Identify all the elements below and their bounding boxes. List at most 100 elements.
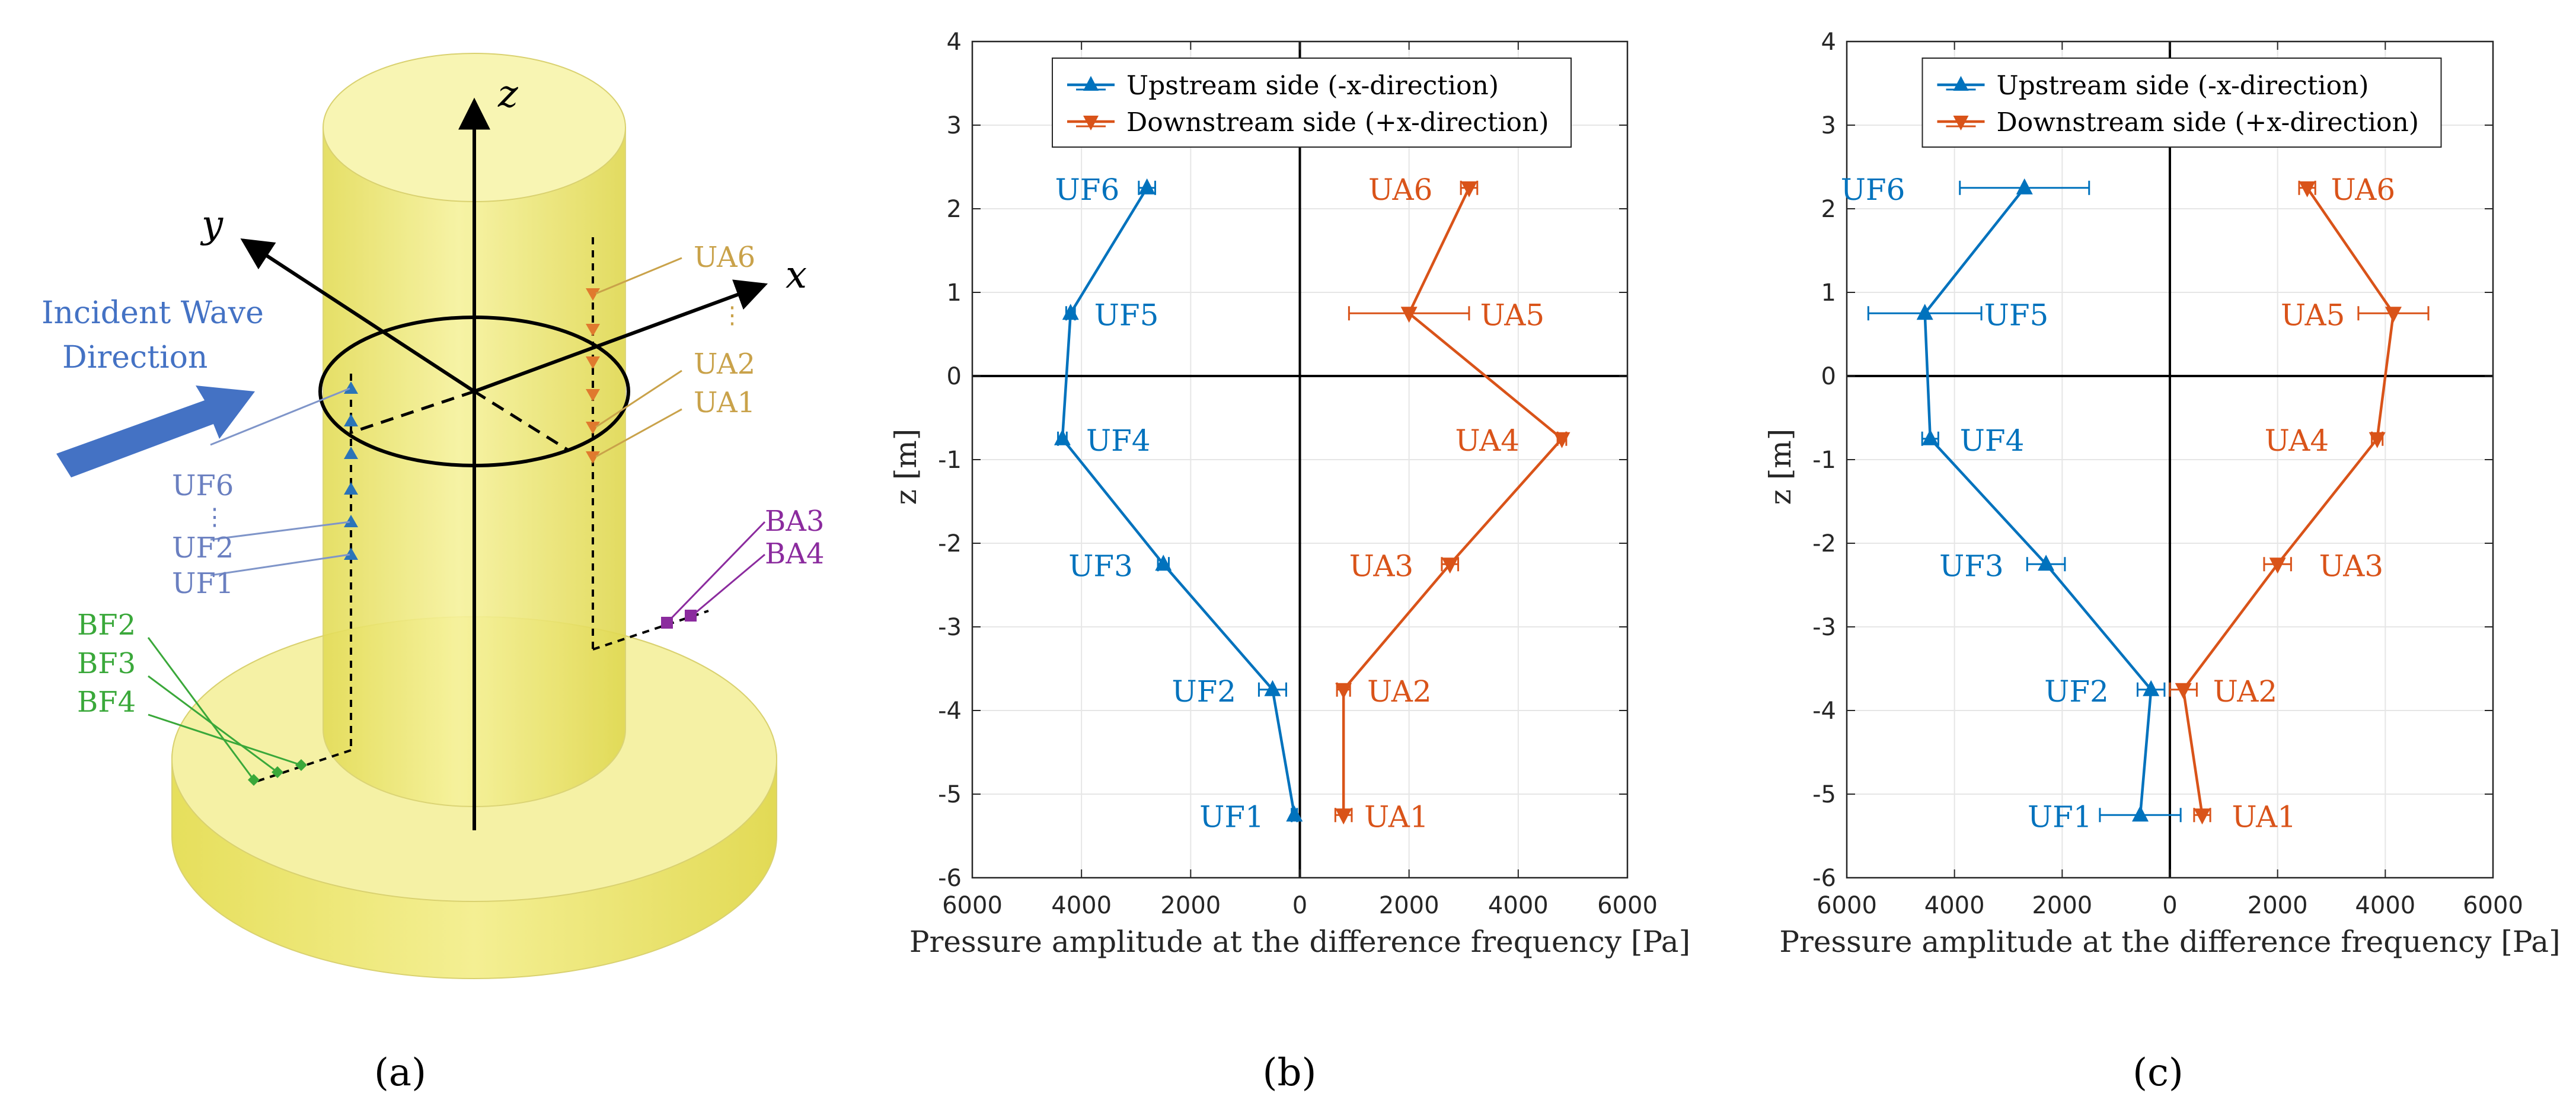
y-tick-label: 1 [1821, 279, 1836, 307]
data-label: UF5 [1094, 298, 1159, 332]
upstream-base-line [251, 749, 352, 784]
data-label: UF4 [1960, 423, 2025, 458]
x-tick-label: 6000 [2463, 892, 2523, 919]
upstream-sensor-marker [344, 414, 358, 426]
x-tick-label: 2000 [2248, 892, 2308, 919]
data-label: UF3 [1068, 549, 1133, 583]
data-label: UA5 [1480, 298, 1545, 332]
data-point [1335, 683, 1352, 699]
data-label: UF2 [1172, 674, 1236, 709]
legend-swatch-marker [1083, 116, 1099, 130]
y-tick-label: 4 [1821, 28, 1836, 56]
x-tick-label: 4000 [1924, 892, 1985, 919]
downstream-sensor-marker [586, 324, 600, 336]
downstream-sensor-marker [586, 451, 600, 464]
data-label: UF6 [1841, 173, 1905, 207]
x-tick-label: 2000 [1379, 892, 1439, 919]
x-tick-label: 4000 [1051, 892, 1112, 919]
data-point [2132, 805, 2149, 822]
y-tick-label: 4 [947, 28, 962, 56]
x-tick-label: 0 [1292, 892, 1307, 919]
data-point [2385, 307, 2402, 323]
series-line [2182, 187, 2395, 815]
bottom-front-sensors [248, 759, 307, 786]
upstream-sensor-marker [344, 381, 358, 394]
y-tick-label: 2 [947, 196, 962, 223]
series-line [1923, 187, 2153, 815]
legend-entry: Upstream side (-x-direction) [1126, 71, 1499, 101]
y-tick-label: -6 [1812, 865, 1836, 892]
data-point [2016, 178, 2033, 195]
data-label: UA4 [2265, 423, 2329, 458]
data-point [2175, 683, 2192, 699]
incident-wave-arrow [56, 385, 255, 477]
y-tick-label: 3 [947, 112, 962, 139]
x-tick-label: 2000 [2032, 892, 2092, 919]
uf6-label: UF6 [172, 469, 234, 502]
data-label: UF6 [1055, 173, 1120, 207]
wave-label-line1: Incident Wave [42, 295, 264, 331]
data-label: UA3 [1349, 549, 1414, 583]
upstream-sensor-marker [344, 447, 358, 459]
series-line [1061, 187, 1296, 815]
y-tick-label: 0 [947, 363, 962, 390]
dashed-radius-right [473, 390, 570, 453]
y-tick-label: -1 [1812, 447, 1836, 474]
ua-ellipsis: ⋮ [720, 302, 744, 329]
data-point [2368, 432, 2386, 448]
y-tick-label: -5 [1812, 781, 1836, 808]
data-label: UF5 [1984, 298, 2049, 332]
data-label: UA6 [1368, 173, 1433, 207]
upstream-sensor-marker [344, 515, 358, 527]
panel-c-caption: (c) [2133, 1051, 2184, 1095]
panel-a-caption: (a) [374, 1051, 426, 1095]
data-label: UA2 [2213, 674, 2278, 709]
data-point [1553, 432, 1571, 448]
data-point [1335, 808, 1352, 825]
data-point [1286, 805, 1303, 822]
data-label: UF3 [1939, 549, 2004, 583]
x-tick-label: 6000 [942, 892, 1003, 919]
data-point [2143, 680, 2160, 696]
data-point [1054, 429, 1071, 445]
panel-c-chart: 6000 4000 2000 0 2000 4000 6000-6-5-4-3-2-1012… [1763, 28, 2561, 959]
x-tick-label: 4000 [2355, 892, 2415, 919]
data-label: UF1 [2028, 799, 2092, 834]
legend-entry: Downstream side (+x-direction) [1997, 107, 2419, 138]
downstream-sensor-marker [586, 288, 600, 301]
downstream-sensor-marker [586, 422, 600, 434]
ua2-label: UA2 [694, 348, 755, 381]
y-tick-label: -5 [938, 781, 962, 808]
x-tick-label: 6000 [1817, 892, 1877, 919]
x-tick-label: 6000 [1597, 892, 1658, 919]
data-point [1264, 680, 1281, 696]
y-tick-label: 1 [947, 279, 962, 307]
wave-label-line2: Direction [62, 340, 208, 375]
bottom-aft-sensors [661, 610, 697, 629]
y-tick-label: 2 [1821, 196, 1836, 223]
x-tick-label: 0 [2162, 892, 2177, 919]
ua1-label: UA1 [694, 386, 755, 419]
data-point [2038, 555, 2055, 571]
y-axis-label: z [m] [889, 429, 923, 505]
ua6-label: UA6 [694, 241, 755, 274]
legend-swatch-marker [1953, 76, 1969, 91]
legend-entry: Upstream side (-x-direction) [1997, 71, 2369, 101]
uf2-label: UF2 [172, 531, 234, 565]
panel-b-caption: (b) [1263, 1051, 1317, 1095]
y-axis-label: z [m] [1763, 429, 1798, 505]
downstream-sensors [586, 288, 600, 464]
data-label: UA6 [2331, 173, 2396, 207]
legend-box [1052, 58, 1572, 148]
data-point [1155, 555, 1172, 571]
data-label: UF4 [1086, 423, 1151, 458]
legend-box [1921, 58, 2442, 148]
legend-swatch-marker [1083, 76, 1099, 91]
data-point [1138, 178, 1155, 195]
y-tick-label: -3 [938, 614, 962, 641]
z-axis-label: z [497, 72, 519, 116]
y-tick-label: -4 [938, 697, 962, 725]
data-point [1921, 429, 1939, 445]
upstream-sensor-marker [344, 547, 358, 560]
